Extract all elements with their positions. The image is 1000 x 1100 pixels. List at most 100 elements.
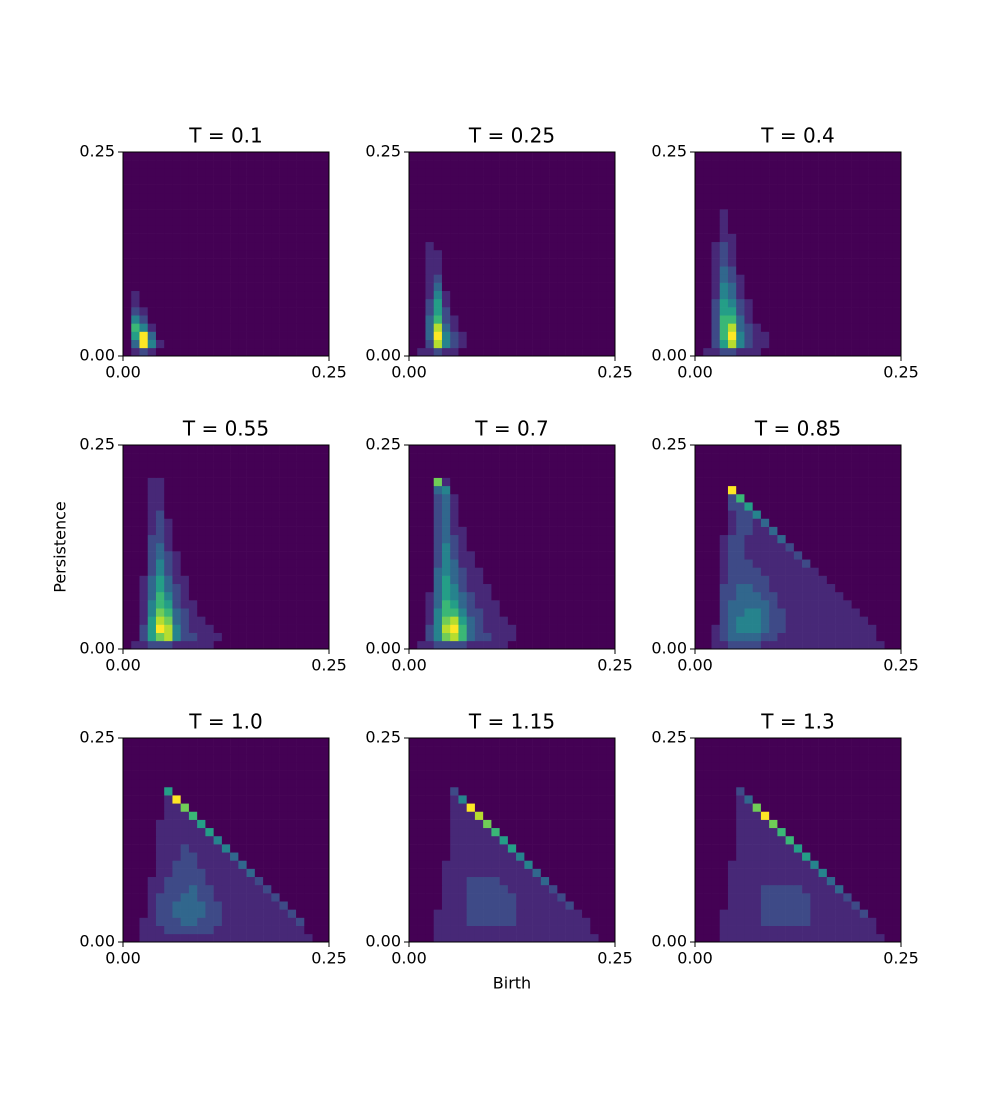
heatmap-cell [466, 640, 476, 650]
heatmap-cell [417, 835, 426, 845]
heatmap-cell [760, 347, 770, 357]
heatmap-cell [549, 819, 558, 829]
heatmap-cell [752, 534, 762, 544]
heatmap-cell [458, 192, 467, 202]
heatmap-cell [254, 315, 264, 324]
heatmap-cell [590, 860, 599, 869]
heatmap-cell [458, 893, 467, 902]
heatmap-cell [499, 510, 509, 519]
heatmap-cell [744, 518, 753, 527]
heatmap-cell [802, 209, 811, 218]
heatmap-cell [507, 485, 517, 495]
heatmap-cell [304, 551, 313, 560]
heatmap-cell [425, 786, 435, 796]
heatmap-cell [557, 844, 566, 853]
heatmap-cell [197, 551, 206, 560]
heatmap-cell [516, 835, 525, 845]
heatmap-cell [695, 624, 704, 633]
heatmap-cell [450, 168, 459, 177]
heatmap-cell [507, 844, 517, 853]
heatmap-cell [221, 526, 231, 536]
heatmap-cell [703, 266, 712, 275]
heatmap-cell [565, 624, 575, 633]
heatmap-cell [155, 819, 165, 829]
x-tick-label: 0.00 [105, 656, 141, 675]
heatmap-cell [466, 835, 476, 845]
heatmap-cell [491, 575, 500, 585]
heatmap-cell [549, 510, 558, 519]
heatmap-cell [296, 901, 305, 910]
heatmap-cell [188, 901, 198, 910]
heatmap-cell [279, 901, 289, 910]
heatmap-cell [826, 152, 836, 161]
heatmap-cell [760, 461, 770, 470]
heatmap-cell [164, 192, 173, 202]
heatmap-cell [172, 192, 181, 202]
heatmap-cell [304, 567, 313, 576]
heatmap-cell [598, 209, 608, 218]
heatmap-cell [123, 152, 132, 161]
heatmap-cell [164, 534, 173, 544]
heatmap-cell [606, 445, 616, 454]
heatmap-cell [458, 160, 467, 169]
heatmap-cell [304, 258, 313, 267]
heatmap-cell [230, 298, 239, 308]
heatmap-cell [409, 600, 418, 609]
heatmap-cell [573, 339, 583, 349]
heatmap-cell [524, 518, 533, 527]
heatmap-cell [474, 331, 484, 340]
heatmap-cell [843, 241, 852, 251]
heatmap-cell [826, 347, 836, 357]
heatmap-cell [769, 323, 778, 332]
heatmap-cell [230, 795, 239, 804]
heatmap-cell [425, 616, 435, 625]
heatmap-cell [221, 298, 231, 308]
heatmap-cell [147, 925, 157, 935]
heatmap-cell [474, 909, 484, 918]
heatmap-cell [180, 192, 190, 202]
heatmap-cell [296, 616, 305, 625]
heatmap-cell [296, 241, 305, 251]
heatmap-cell [760, 184, 770, 194]
panel-title: T = 0.25 [468, 124, 555, 148]
heatmap-cell [499, 901, 509, 910]
heatmap-cell [516, 770, 525, 780]
heatmap-cell [123, 795, 132, 804]
heatmap-cell [246, 461, 256, 470]
heatmap-cell [826, 168, 836, 177]
heatmap-cell [123, 485, 132, 495]
heatmap-cell [254, 819, 264, 829]
heatmap-cell [433, 225, 443, 234]
heatmap-cell [188, 217, 198, 226]
heatmap-cell [516, 274, 525, 283]
heatmap-cell [131, 510, 140, 519]
heatmap-cell [139, 152, 149, 161]
heatmap-cell [155, 632, 165, 642]
heatmap-cell [736, 274, 745, 283]
heatmap-cell [851, 290, 861, 300]
heatmap-cell [164, 510, 173, 519]
heatmap-cell [147, 868, 157, 878]
heatmap-cell [719, 290, 729, 300]
heatmap-cell [474, 616, 484, 625]
heatmap-cell [409, 909, 418, 918]
heatmap-cell [433, 884, 443, 894]
heatmap-cell [760, 493, 770, 503]
heatmap-cell [155, 770, 165, 780]
heatmap-cell [164, 485, 173, 495]
heatmap-cell [312, 258, 322, 267]
heatmap-cell [851, 559, 861, 568]
heatmap-cell [221, 339, 231, 349]
heatmap-cell [524, 184, 533, 194]
heatmap-cell [727, 461, 737, 470]
heatmap-cell [263, 835, 272, 845]
heatmap-cell [287, 559, 297, 568]
heatmap-cell [287, 249, 297, 259]
heatmap-cell [188, 868, 198, 878]
heatmap-cell [606, 307, 616, 316]
heatmap-cell [304, 542, 313, 552]
heatmap-cell [884, 184, 894, 194]
heatmap-cell [540, 762, 550, 771]
heatmap-cell [590, 200, 599, 210]
heatmap-cell [598, 876, 608, 886]
